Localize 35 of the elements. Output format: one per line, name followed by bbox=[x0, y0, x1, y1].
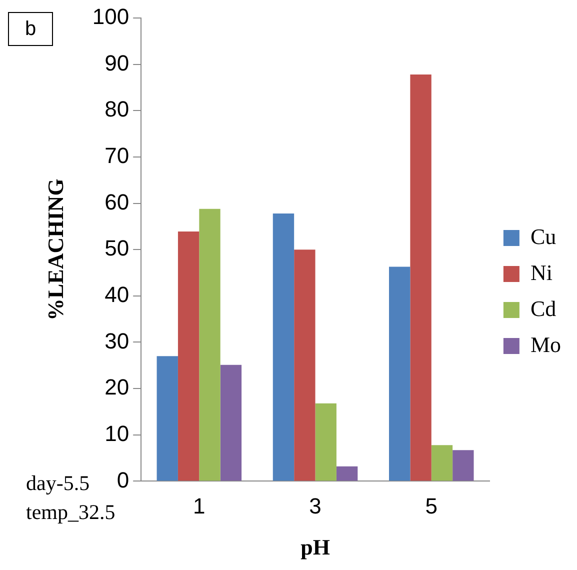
bar bbox=[452, 450, 474, 481]
y-tick-label: 50 bbox=[104, 236, 130, 261]
legend-label: Mo bbox=[530, 332, 561, 357]
y-tick-label: 60 bbox=[104, 189, 130, 214]
bar bbox=[156, 356, 178, 481]
legend-label: Cu bbox=[530, 224, 556, 249]
text: temp_32.5 bbox=[26, 500, 116, 524]
bar bbox=[272, 213, 294, 481]
legend-label: Cd bbox=[530, 296, 556, 321]
y-tick-label: 10 bbox=[104, 420, 130, 446]
bar bbox=[389, 266, 410, 481]
y-tick-label: 90 bbox=[104, 50, 130, 76]
text: b bbox=[8, 12, 54, 46]
bar bbox=[294, 250, 316, 481]
text: day-5.5 bbox=[26, 471, 90, 495]
bar bbox=[431, 445, 453, 481]
x-tick-label: 3 bbox=[309, 493, 322, 518]
y-tick-label: 80 bbox=[104, 96, 130, 122]
bar bbox=[199, 208, 220, 481]
x-tick-label: 5 bbox=[425, 493, 438, 518]
y-tick-label: 20 bbox=[104, 374, 130, 400]
bar bbox=[178, 232, 200, 481]
y-tick-label: 0 bbox=[116, 467, 130, 492]
bar bbox=[336, 466, 358, 481]
y-tick-label: 100 bbox=[92, 4, 130, 30]
x-tick-label: 1 bbox=[193, 493, 206, 518]
y-tick-label: 30 bbox=[104, 328, 130, 354]
bar bbox=[315, 403, 336, 481]
y-axis-title: %LEACHING bbox=[42, 178, 68, 320]
y-tick-label: 40 bbox=[104, 282, 130, 307]
bar bbox=[220, 364, 242, 481]
legend-label: Ni bbox=[530, 260, 552, 285]
bar bbox=[410, 74, 432, 481]
x-axis-title: pH bbox=[300, 534, 330, 560]
y-tick-label: 70 bbox=[104, 143, 130, 168]
